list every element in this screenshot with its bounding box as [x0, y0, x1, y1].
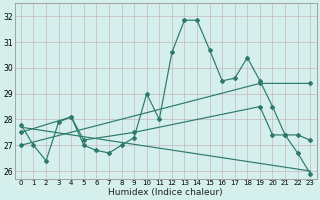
X-axis label: Humidex (Indice chaleur): Humidex (Indice chaleur) — [108, 188, 223, 197]
